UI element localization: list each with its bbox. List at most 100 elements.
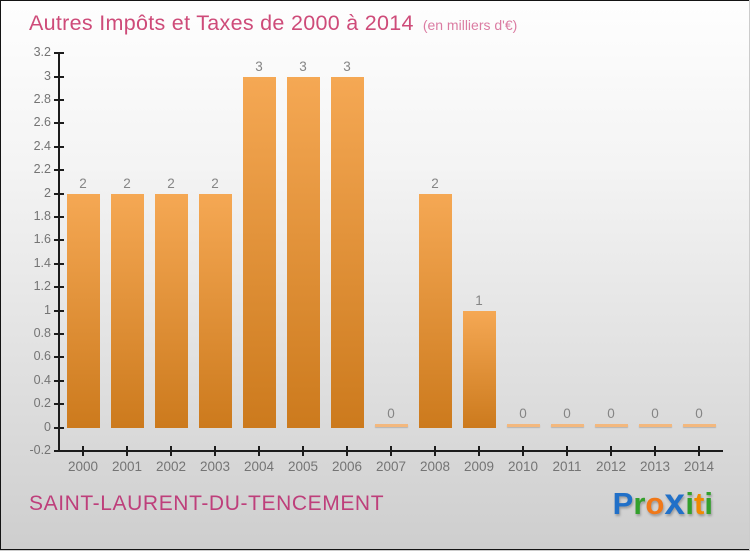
y-tick-label: 1 xyxy=(44,302,51,317)
x-tick xyxy=(478,446,480,456)
bar-2013 xyxy=(638,423,672,428)
y-tick-label: 3 xyxy=(44,68,51,83)
chart-header: Autres Impôts et Taxes de 2000 à 2014 (en… xyxy=(29,11,517,36)
y-tick-label: 3.2 xyxy=(33,45,51,60)
bar-2009 xyxy=(462,310,496,428)
y-tick xyxy=(54,379,64,382)
bar-2010 xyxy=(506,423,540,428)
bar-value-label: 2 xyxy=(123,175,131,191)
bar-value-label: 3 xyxy=(299,58,307,74)
bar-2000 xyxy=(66,193,100,428)
x-tick xyxy=(258,446,260,456)
y-tick-label: -0.2 xyxy=(29,443,51,457)
bar-2008 xyxy=(418,193,452,428)
x-tick xyxy=(390,446,392,456)
y-tick xyxy=(54,145,64,148)
bar-value-label: 0 xyxy=(607,405,615,421)
x-tick xyxy=(126,446,128,456)
x-tick xyxy=(610,446,612,456)
y-tick-label: 1.8 xyxy=(33,209,51,223)
x-tick-label: 2005 xyxy=(287,459,319,474)
bar-value-label: 2 xyxy=(79,175,87,191)
x-tick-label: 2003 xyxy=(199,459,231,474)
x-tick xyxy=(82,446,84,456)
y-tick xyxy=(54,169,64,172)
bar-value-label: 3 xyxy=(255,58,263,74)
y-tick xyxy=(54,426,64,429)
y-tick-label: 0.8 xyxy=(33,326,51,340)
bar-value-label: 0 xyxy=(519,405,527,421)
y-tick-label: 0.4 xyxy=(33,372,51,387)
x-tick-label: 2011 xyxy=(552,459,582,474)
y-tick-label: 2.6 xyxy=(33,115,51,130)
bar-value-label: 0 xyxy=(695,405,703,421)
chart-title: Autres Impôts et Taxes de 2000 à 2014 xyxy=(29,11,414,35)
location-label: SAINT-LAURENT-DU-TENCEMENT xyxy=(29,492,385,515)
y-tick-label: 1.4 xyxy=(33,255,51,270)
y-tick xyxy=(54,450,64,452)
y-axis xyxy=(58,53,60,452)
bar-value-label: 2 xyxy=(431,175,439,191)
bar-value-label: 0 xyxy=(563,405,571,421)
y-tick-label: 1.2 xyxy=(33,279,51,294)
y-tick xyxy=(54,239,64,242)
x-tick-label: 2014 xyxy=(683,459,715,474)
x-tick xyxy=(346,446,348,456)
x-tick xyxy=(214,446,216,456)
y-tick-label: 0.2 xyxy=(33,396,51,411)
y-tick xyxy=(54,286,64,289)
x-tick xyxy=(170,446,172,456)
x-tick-label: 2008 xyxy=(419,459,451,474)
x-tick xyxy=(566,446,568,456)
bar-value-label: 0 xyxy=(387,405,395,421)
proxiti-logo: Proxiti xyxy=(613,481,713,523)
logo-letter: i xyxy=(685,486,695,521)
x-tick-label: 2013 xyxy=(639,459,671,474)
x-tick-label: 2002 xyxy=(155,459,187,474)
bar-2006 xyxy=(330,76,364,428)
bar-2007 xyxy=(374,423,408,428)
bar-value-label: 1 xyxy=(475,292,483,308)
y-tick xyxy=(54,356,64,359)
bar-value-label: 0 xyxy=(651,405,659,421)
bar-2011 xyxy=(550,423,584,428)
logo-letter: i xyxy=(704,486,713,521)
x-tick-label: 2010 xyxy=(507,459,539,474)
x-tick xyxy=(698,446,700,456)
x-tick-label: 2009 xyxy=(463,459,495,474)
x-tick xyxy=(522,446,524,456)
bar-2005 xyxy=(286,76,320,428)
bar-2003 xyxy=(198,193,232,428)
bar-value-label: 2 xyxy=(211,175,219,191)
y-tick-label: 0.6 xyxy=(33,349,51,364)
bar-2001 xyxy=(110,193,144,428)
logo-letter: P xyxy=(612,486,634,521)
y-tick-label: 2.8 xyxy=(33,92,51,106)
x-tick xyxy=(434,446,436,456)
bar-2004 xyxy=(242,76,276,428)
bar-2012 xyxy=(594,423,628,428)
y-tick xyxy=(54,216,64,218)
y-tick-label: 0 xyxy=(44,419,51,434)
bar-value-label: 2 xyxy=(167,175,175,191)
bar-2002 xyxy=(154,193,188,428)
x-tick xyxy=(302,446,304,456)
y-tick xyxy=(54,122,64,125)
y-tick xyxy=(54,52,64,55)
x-tick-label: 2012 xyxy=(595,459,627,474)
y-tick xyxy=(54,75,64,78)
logo-letter: x xyxy=(664,481,686,522)
y-tick xyxy=(54,333,64,335)
y-tick-label: 2.2 xyxy=(33,162,51,177)
logo-letter: r xyxy=(633,486,646,521)
y-tick xyxy=(54,99,64,101)
x-tick-label: 2004 xyxy=(243,459,275,474)
x-tick-label: 2006 xyxy=(331,459,363,474)
bar-2014 xyxy=(682,423,716,428)
y-tick xyxy=(54,262,64,265)
x-tick-label: 2000 xyxy=(67,459,99,474)
x-tick xyxy=(654,446,656,456)
y-tick-label: 2 xyxy=(44,185,51,200)
